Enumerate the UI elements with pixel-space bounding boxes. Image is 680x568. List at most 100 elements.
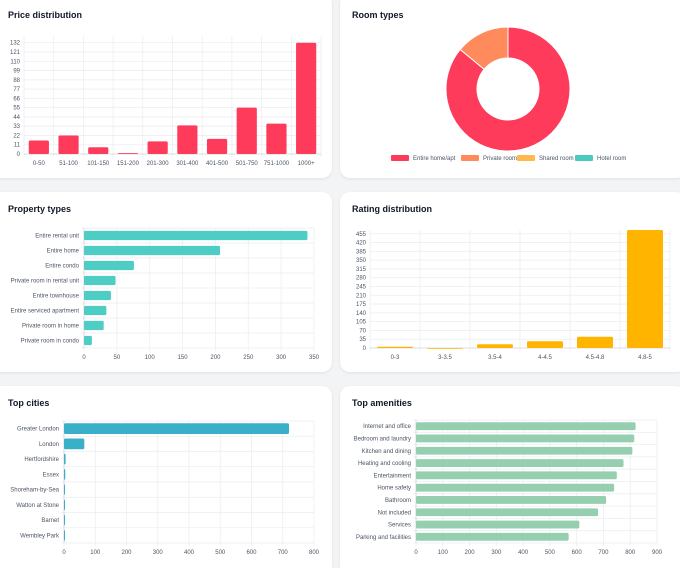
card-title: Rating distribution <box>352 204 432 214</box>
bar <box>296 42 317 154</box>
x-tick-label: 200 <box>465 550 476 556</box>
y-tick-label: 33 <box>13 124 20 130</box>
y-tick-label: Entire serviced apartment <box>11 309 80 315</box>
x-tick-label: 101-150 <box>87 161 110 167</box>
x-tick-label: 500 <box>215 550 226 556</box>
x-tick-label: 350 <box>309 355 320 361</box>
y-tick-label: Entire home <box>47 249 80 255</box>
bar <box>416 471 617 480</box>
bar <box>84 290 111 301</box>
bar <box>58 135 79 154</box>
bar <box>427 348 463 349</box>
x-tick-label: 150 <box>178 355 189 361</box>
property-types-card: Property types 0 50 100 150 200 250 300 350 Enti… <box>0 192 332 372</box>
bar <box>627 230 663 348</box>
x-tick-label: 900 <box>652 550 663 556</box>
x-tick-label: 100 <box>438 550 449 556</box>
y-tick-label: Entire townhouse <box>33 294 80 300</box>
room-types-card: Room types Entire home/apt Private room Sh… <box>340 0 680 178</box>
x-tick-label: 200 <box>210 355 221 361</box>
y-tick-label: Parking and facilities <box>356 535 411 541</box>
card-title: Property types <box>8 204 72 214</box>
x-tick-label: 400 <box>518 550 529 556</box>
legend-label: Hotel room <box>597 156 626 162</box>
x-tick-label: 0-3 <box>391 355 400 361</box>
y-tick-label: Wembley Park <box>20 533 60 539</box>
x-tick-label: 0 <box>62 550 66 556</box>
x-tick-label: 3-3.5 <box>438 355 452 361</box>
legend-swatch <box>461 155 479 161</box>
bar <box>147 141 168 154</box>
x-tick-label: 700 <box>278 550 289 556</box>
x-tick-label: 4.5-4.8 <box>586 355 605 361</box>
pie-slice <box>459 26 509 70</box>
bar <box>416 520 580 529</box>
bar <box>416 459 624 467</box>
bar <box>64 530 65 541</box>
pie-slice <box>445 26 571 152</box>
bar <box>64 423 289 434</box>
x-tick-label: 51-100 <box>59 161 78 167</box>
x-tick-label: 0 <box>414 550 418 556</box>
legend-swatch <box>391 155 409 161</box>
y-tick-label: 105 <box>356 320 367 326</box>
x-tick-label: 800 <box>309 550 320 556</box>
y-tick-label: 44 <box>13 115 20 121</box>
bar <box>84 275 116 286</box>
bar <box>206 138 228 154</box>
bar <box>64 469 66 480</box>
bar <box>64 438 85 450</box>
x-tick-label: 1000+ <box>298 161 315 167</box>
y-tick-label: 55 <box>13 106 20 112</box>
y-tick-label: 0 <box>363 346 367 352</box>
bar <box>416 446 633 455</box>
bar <box>416 508 599 517</box>
y-tick-label: 175 <box>356 302 367 308</box>
y-tick-label: Internet and office <box>363 424 412 430</box>
x-tick-label: 50 <box>114 355 121 361</box>
y-tick-label: 77 <box>13 87 20 93</box>
y-tick-label: 35 <box>359 337 366 343</box>
x-tick-label: 151-200 <box>117 161 140 167</box>
bar <box>88 147 109 154</box>
y-tick-label: 245 <box>356 284 367 290</box>
y-tick-label: 420 <box>356 241 367 247</box>
x-tick-label: 3.5-4 <box>488 355 502 361</box>
x-tick-label: 751-1000 <box>264 161 290 167</box>
y-tick-label: 350 <box>356 258 367 264</box>
bar <box>577 336 613 348</box>
y-tick-label: Heating and cooling <box>358 461 411 467</box>
bar <box>416 496 607 504</box>
bar <box>84 260 134 271</box>
y-tick-label: 70 <box>359 328 366 334</box>
x-tick-label: 250 <box>243 355 254 361</box>
y-tick-label: Private room in condo <box>21 339 80 345</box>
bar <box>416 483 615 492</box>
x-tick-label: 100 <box>90 550 101 556</box>
bar <box>266 123 287 154</box>
bar <box>84 230 308 241</box>
x-tick-label: 600 <box>572 550 583 556</box>
card-title: Top amenities <box>352 398 412 408</box>
y-tick-label: Watton at Stone <box>16 503 59 509</box>
y-tick-label: 11 <box>14 143 21 149</box>
top-amenities-card: Top amenities 0 100 200 300 400 500 600 700 800 9… <box>340 386 680 568</box>
bar <box>64 484 65 495</box>
y-tick-label: 0 <box>17 152 21 158</box>
y-tick-label: London <box>39 442 59 448</box>
x-tick-label: 400 <box>184 550 195 556</box>
y-tick-label: 315 <box>356 267 367 273</box>
x-tick-label: 500 <box>545 550 556 556</box>
legend-swatch <box>575 155 593 161</box>
bar <box>416 434 635 443</box>
bar <box>117 153 139 154</box>
y-tick-label: 140 <box>356 311 367 317</box>
y-tick-label: 455 <box>356 232 367 238</box>
x-tick-label: 300 <box>491 550 502 556</box>
rating-distribution-card: Rating distribution 0 35 70 105 140 175 210 245… <box>340 192 680 372</box>
y-tick-label: Essex <box>43 472 59 478</box>
y-tick-label: Private room in home <box>22 324 80 330</box>
y-tick-label: 210 <box>356 293 367 299</box>
y-tick-label: 121 <box>10 50 21 56</box>
y-tick-label: Greater London <box>17 427 59 433</box>
